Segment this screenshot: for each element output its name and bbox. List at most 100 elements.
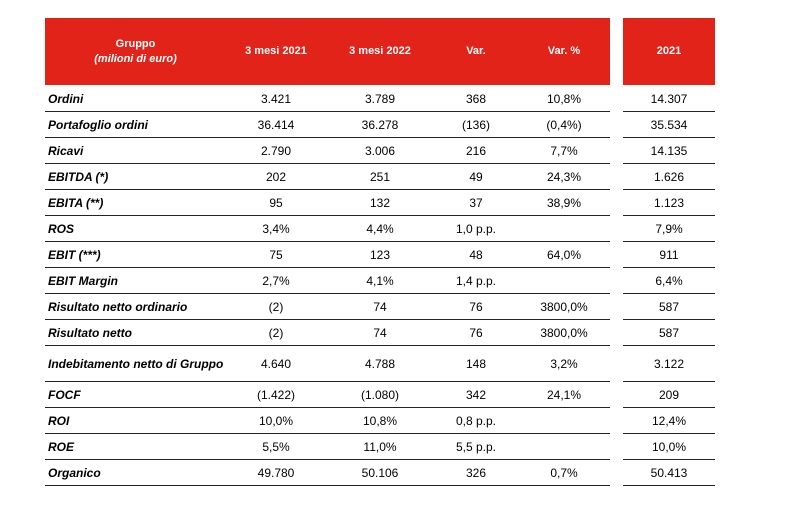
cell-var-pct: (0,4%): [546, 118, 582, 132]
table-row: Portafoglio ordini 36.414 36.278 (136) (0,4%…: [0, 112, 800, 138]
table-row: Ricavi 2.790 3.006 216 7,7% 14.135: [0, 138, 800, 164]
cell-3m-2022: 74: [373, 300, 387, 314]
cell-3m-2021: 2,7%: [262, 274, 290, 288]
cell-3m-2021: 5,5%: [262, 440, 290, 454]
header-var-pct: Var. %: [547, 45, 581, 57]
cell-3m-2021: 75: [269, 248, 283, 262]
cell-year-2021: 209: [658, 388, 680, 402]
cell-year-2021: 6,4%: [655, 274, 683, 288]
cell-var: 326: [465, 466, 487, 480]
table-row: EBITDA (*) 202 251 49 24,3% 1.626: [0, 164, 800, 190]
row-label: ROS: [48, 222, 75, 236]
cell-var-pct: 3800,0%: [540, 300, 588, 314]
cell-3m-2022: 3.006: [364, 144, 396, 158]
table-row: EBIT (***) 75 123 48 64,0% 911: [0, 242, 800, 268]
row-divider: [623, 319, 715, 320]
cell-var-pct: [518, 216, 610, 242]
cell-var: 0,8 p.p.: [455, 414, 497, 428]
row-divider: [45, 189, 610, 190]
row-divider: [45, 345, 610, 346]
header-group-label: Gruppo: [115, 37, 156, 50]
header-group-unit: (milioni di euro): [94, 52, 177, 65]
cell-var: 1,4 p.p.: [455, 274, 497, 288]
cell-var-pct: 24,3%: [546, 170, 582, 184]
table-header: Gruppo (milioni di euro) 3 mesi 2021 3 m…: [45, 18, 610, 85]
cell-3m-2022: 4,1%: [366, 274, 394, 288]
cell-year-2021: 3.122: [653, 357, 685, 371]
cell-3m-2022: 132: [369, 196, 391, 210]
header-3m-2021: 3 mesi 2021: [245, 45, 307, 57]
row-divider: [45, 241, 610, 242]
table-row: EBITA (**) 95 132 37 38,9% 1.123: [0, 190, 800, 216]
cell-var: 148: [465, 357, 487, 371]
row-divider: [45, 267, 610, 268]
cell-3m-2021: 3.421: [260, 92, 292, 106]
cell-3m-2022: (1.080): [360, 388, 400, 402]
cell-3m-2022: 123: [369, 248, 391, 262]
cell-3m-2022: 4,4%: [366, 222, 394, 236]
cell-year-2021: 1.123: [653, 196, 685, 210]
cell-var: 5,5 p.p.: [455, 440, 497, 454]
row-divider: [623, 485, 715, 486]
cell-3m-2022: 11,0%: [363, 440, 397, 454]
row-label: Indebitamento netto di Gruppo: [48, 357, 224, 371]
cell-var-pct: 7,7%: [550, 144, 578, 158]
table-row: FOCF (1.422) (1.080) 342 24,1% 209: [0, 382, 800, 408]
row-divider: [623, 267, 715, 268]
cell-var: (136): [461, 118, 490, 132]
cell-var: 1,0 p.p.: [455, 222, 497, 236]
row-label: Organico: [48, 466, 101, 480]
cell-var: 342: [465, 388, 487, 402]
cell-3m-2022: 50.106: [361, 466, 399, 480]
row-divider: [45, 433, 610, 434]
row-label: Ordini: [48, 92, 84, 106]
cell-var-pct: 24,1%: [546, 388, 582, 402]
cell-var: 76: [469, 300, 483, 314]
row-label: ROE: [48, 440, 75, 454]
row-label: Risultato netto ordinario: [48, 300, 188, 314]
table-row: Indebitamento netto di Gruppo 4.640 4.788 1…: [0, 346, 800, 382]
row-divider: [45, 459, 610, 460]
cell-var-pct: 38,9%: [546, 196, 582, 210]
header-var: Var.: [466, 45, 486, 57]
row-divider: [45, 293, 610, 294]
table-row: Organico 49.780 50.106 326 0,7% 50.413: [0, 460, 800, 486]
row-label: Portafoglio ordini: [48, 118, 148, 132]
row-divider: [45, 407, 610, 408]
cell-3m-2022: 10,8%: [362, 414, 398, 428]
row-divider: [45, 485, 610, 486]
table-header-year: 2021: [623, 18, 715, 85]
cell-3m-2021: 3,4%: [262, 222, 290, 236]
cell-3m-2021: (2): [268, 300, 284, 314]
row-divider: [623, 111, 715, 112]
table-row: Risultato netto ordinario (2) 74 76 3800,0% 5…: [0, 294, 800, 320]
cell-year-2021: 1.626: [653, 170, 685, 184]
cell-var-pct: [518, 408, 610, 434]
row-divider: [623, 407, 715, 408]
row-divider: [623, 215, 715, 216]
cell-year-2021: 10,0%: [651, 440, 687, 454]
cell-3m-2022: 36.278: [361, 118, 399, 132]
row-divider: [623, 433, 715, 434]
cell-3m-2021: 95: [269, 196, 283, 210]
row-divider: [623, 459, 715, 460]
row-label: Ricavi: [48, 144, 84, 158]
cell-year-2021: 35.534: [650, 118, 688, 132]
cell-var: 49: [469, 170, 483, 184]
row-divider: [45, 137, 610, 138]
table-row: ROI 10,0% 10,8% 0,8 p.p. 12,4%: [0, 408, 800, 434]
row-divider: [623, 345, 715, 346]
cell-3m-2022: 74: [373, 326, 387, 340]
cell-3m-2021: (1.422): [256, 388, 296, 402]
cell-3m-2021: 10,0%: [258, 414, 294, 428]
cell-year-2021: 911: [659, 248, 679, 262]
table-row: ROS 3,4% 4,4% 1,0 p.p. 7,9%: [0, 216, 800, 242]
cell-year-2021: 587: [658, 300, 680, 314]
cell-3m-2021: 49.780: [257, 466, 295, 480]
row-divider: [623, 137, 715, 138]
cell-3m-2021: 202: [265, 170, 287, 184]
row-label: EBITDA (*): [48, 170, 109, 184]
row-label: Risultato netto: [48, 326, 132, 340]
row-divider: [45, 381, 610, 382]
cell-3m-2022: 251: [369, 170, 391, 184]
